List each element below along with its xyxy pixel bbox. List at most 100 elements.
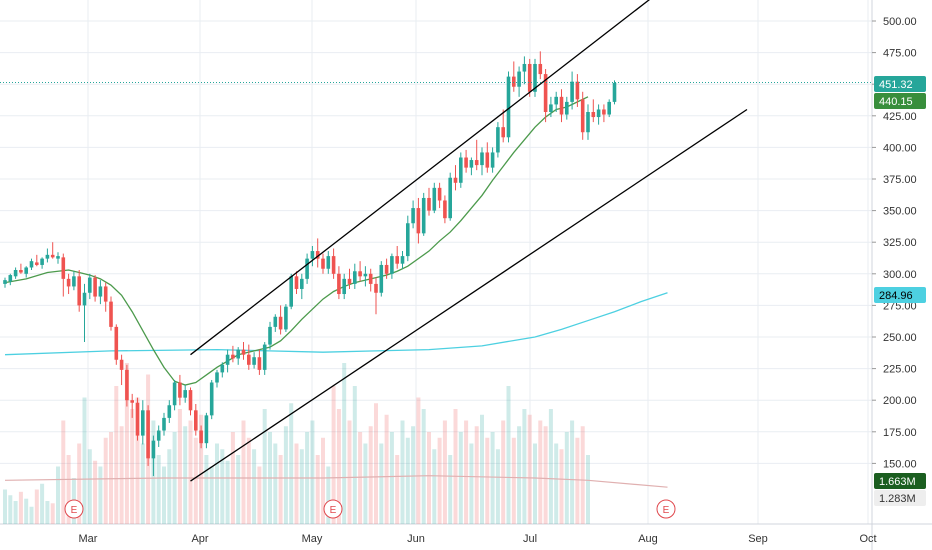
volume-bar xyxy=(193,437,198,524)
volume-bar xyxy=(188,420,193,524)
candle-body xyxy=(225,354,230,365)
volume-bar xyxy=(506,386,511,524)
volume-bar xyxy=(416,397,421,524)
candle-body xyxy=(474,160,479,166)
volume-bar xyxy=(405,437,410,524)
earnings-label: E xyxy=(663,505,670,516)
candle-body xyxy=(257,357,262,370)
candle-body xyxy=(241,349,246,355)
volume-bar xyxy=(326,466,331,524)
candle-body xyxy=(464,157,468,168)
volume-bar xyxy=(215,443,219,524)
volume-bar xyxy=(543,426,548,524)
volume-bar xyxy=(538,420,543,524)
x-tick-label: Mar xyxy=(79,533,98,545)
volume-bar xyxy=(162,466,166,524)
earnings-circle[interactable] xyxy=(64,499,84,519)
candle-body xyxy=(421,197,426,234)
candlesticks xyxy=(3,51,617,477)
volume-bar xyxy=(236,455,241,524)
volume-bar xyxy=(427,432,431,524)
candle-body xyxy=(156,430,161,441)
candle-body xyxy=(72,276,76,287)
volume-bar xyxy=(384,414,389,524)
volume-bar xyxy=(114,386,119,524)
price-tag-bg xyxy=(874,93,926,109)
volume-bar xyxy=(480,414,484,524)
y-tick-label: 250.00 xyxy=(883,332,917,344)
channel-lines[interactable] xyxy=(190,0,748,482)
candle-body xyxy=(50,254,55,258)
candle-body xyxy=(310,251,315,259)
y-tick-label: 200.00 xyxy=(883,395,917,407)
candle-body xyxy=(570,81,574,102)
volume-bar xyxy=(13,501,18,524)
candle-body xyxy=(114,326,119,360)
volume-bar xyxy=(442,420,447,524)
candle-body xyxy=(347,278,352,284)
y-tick-label: 300.00 xyxy=(883,269,917,281)
candle-body xyxy=(247,354,251,365)
candle-body xyxy=(29,261,34,268)
candle-body xyxy=(151,440,156,459)
candle-body xyxy=(437,187,442,201)
candle-body xyxy=(533,63,537,92)
volume-bar xyxy=(527,414,532,524)
volume-bar xyxy=(374,403,378,524)
volume-bar xyxy=(209,466,214,524)
channel-upper-line[interactable] xyxy=(190,0,668,356)
y-tick-label: 175.00 xyxy=(883,427,917,439)
volume-bar xyxy=(368,426,373,524)
volume-bar xyxy=(257,466,262,524)
candle-body xyxy=(580,99,585,133)
volume-bar xyxy=(8,495,13,524)
candle-body xyxy=(512,76,516,87)
candle-body xyxy=(204,415,209,444)
candle-body xyxy=(395,256,399,264)
volume-bar xyxy=(358,432,363,524)
volume-bar xyxy=(98,466,103,524)
volume-bar xyxy=(469,443,474,524)
volume-bar xyxy=(278,455,283,524)
candle-body xyxy=(215,372,219,383)
candle-body xyxy=(103,286,108,302)
earnings-circle[interactable] xyxy=(656,499,676,519)
channel-lower-line[interactable] xyxy=(190,108,748,482)
volume-bar xyxy=(580,426,585,524)
y-tick-label: 350.00 xyxy=(883,206,917,218)
candle-body xyxy=(575,81,580,100)
earnings-circle[interactable] xyxy=(323,499,343,519)
candle-body xyxy=(98,286,103,297)
volume-bar xyxy=(331,386,336,524)
volume-bar xyxy=(336,409,341,524)
volume-bar xyxy=(522,409,527,524)
candle-body xyxy=(209,382,214,416)
candle-body xyxy=(506,76,511,138)
earnings-marker[interactable]: E xyxy=(64,499,84,519)
candle-body xyxy=(300,278,304,289)
earnings-marker[interactable]: E xyxy=(656,499,676,519)
candle-body xyxy=(517,71,521,87)
y-tick-label: 150.00 xyxy=(883,458,917,470)
y-tick-label: 225.00 xyxy=(883,364,917,376)
volume-bar xyxy=(321,437,325,524)
volume-bar xyxy=(511,437,516,524)
earnings-marker[interactable]: E xyxy=(323,499,343,519)
candle-body xyxy=(432,187,437,211)
volume-bar xyxy=(61,420,66,524)
volume-bar xyxy=(437,437,442,524)
time-axis[interactable]: Mar Apr May Jun Jul Aug Sep Oct xyxy=(79,533,877,545)
volume-bar xyxy=(40,483,45,524)
y-tick-label: 275.00 xyxy=(883,300,917,312)
candle-body xyxy=(374,283,378,293)
volume-bar xyxy=(130,409,135,524)
volume-bar xyxy=(533,443,537,524)
candle-body xyxy=(549,104,553,113)
candle-body xyxy=(607,101,611,115)
candle-body xyxy=(109,301,113,327)
candle-body xyxy=(289,276,293,307)
volume-bar xyxy=(3,489,7,524)
